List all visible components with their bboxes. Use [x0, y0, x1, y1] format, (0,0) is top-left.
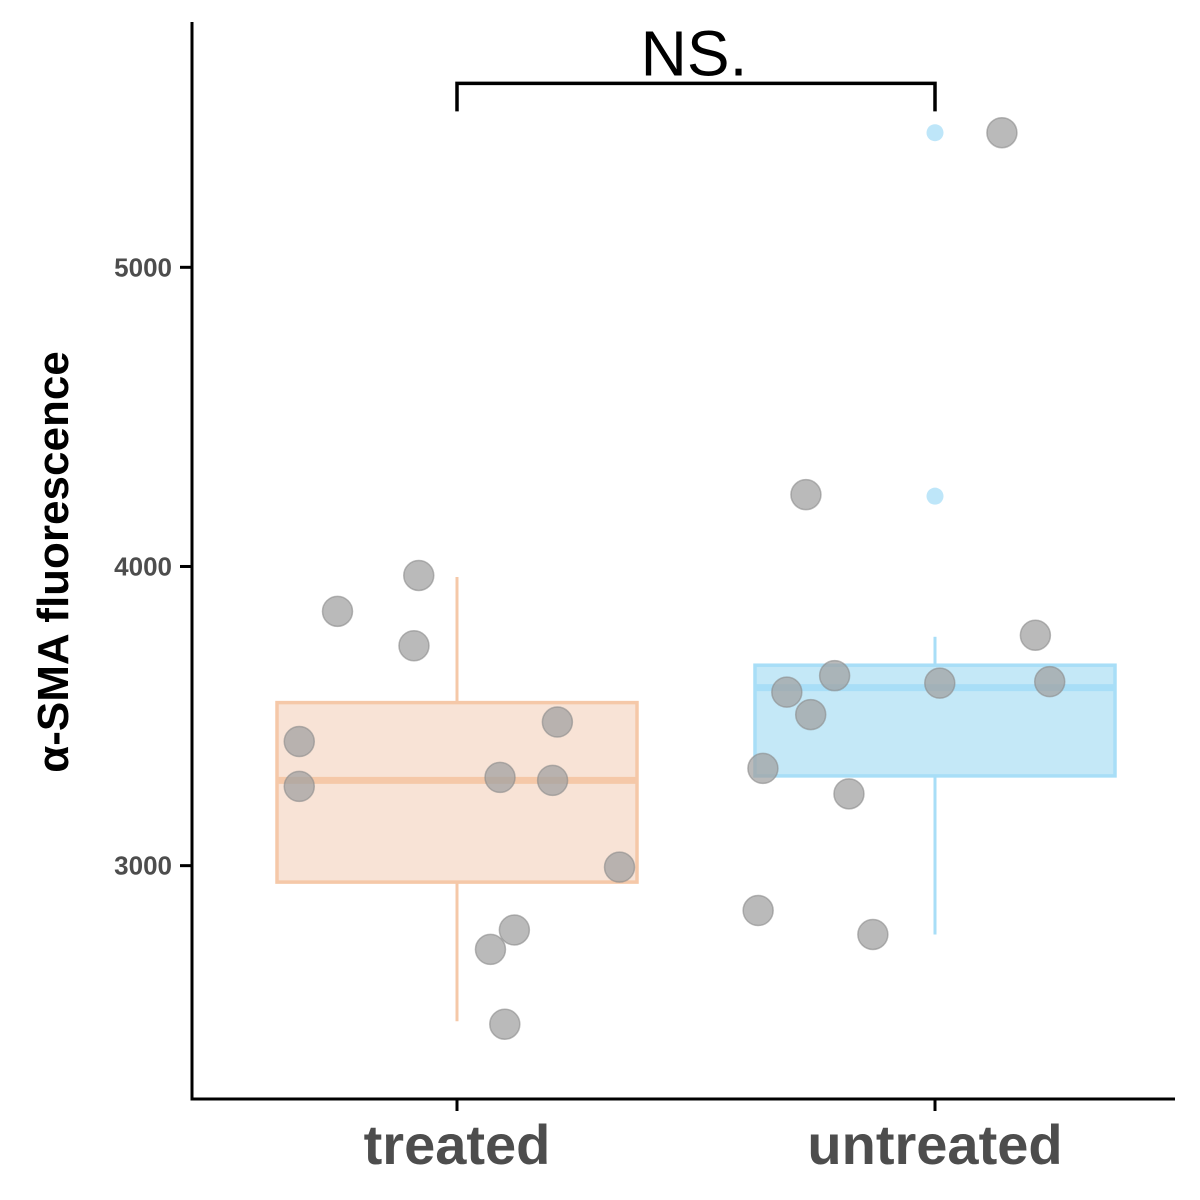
- data-point: [1019, 619, 1052, 652]
- data-point: [771, 676, 803, 708]
- outlier-point: [926, 487, 944, 505]
- x-tick-label: untreated: [807, 1113, 1062, 1176]
- data-point: [603, 851, 636, 883]
- data-point: [794, 698, 827, 731]
- data-point: [321, 595, 354, 628]
- y-axis-label: α-SMA fluorescence: [29, 351, 78, 773]
- significance-annotation: NS.: [455, 17, 937, 112]
- axes: 3000 4000 5000 treated untreated: [114, 22, 1175, 1176]
- data-point: [1033, 665, 1066, 698]
- data-point: [489, 1008, 521, 1040]
- data-point: [536, 764, 569, 797]
- data-point: [986, 116, 1018, 149]
- data-point: [818, 659, 851, 692]
- data-point: [398, 630, 430, 662]
- data-point: [833, 778, 865, 810]
- data-point: [474, 933, 507, 966]
- data-point: [790, 478, 822, 511]
- box-group: [275, 124, 1117, 1022]
- data-point: [283, 725, 316, 758]
- significance-bracket: [455, 81, 937, 112]
- data-point: [484, 761, 516, 794]
- box-treated: [275, 700, 639, 884]
- outlier-point: [926, 124, 944, 142]
- data-points: [283, 116, 1066, 1040]
- data-point: [857, 918, 889, 951]
- y-tick-label: 5000: [114, 252, 172, 282]
- data-point: [498, 914, 531, 946]
- y-tick-label: 4000: [114, 551, 172, 581]
- data-point: [541, 706, 574, 738]
- data-point: [403, 559, 435, 592]
- x-tick-label: treated: [364, 1113, 551, 1176]
- data-point: [283, 770, 316, 803]
- data-point: [742, 894, 774, 927]
- y-tick-label: 3000: [114, 851, 172, 881]
- data-point: [747, 752, 779, 785]
- significance-label: NS.: [641, 17, 748, 89]
- data-point: [924, 667, 956, 699]
